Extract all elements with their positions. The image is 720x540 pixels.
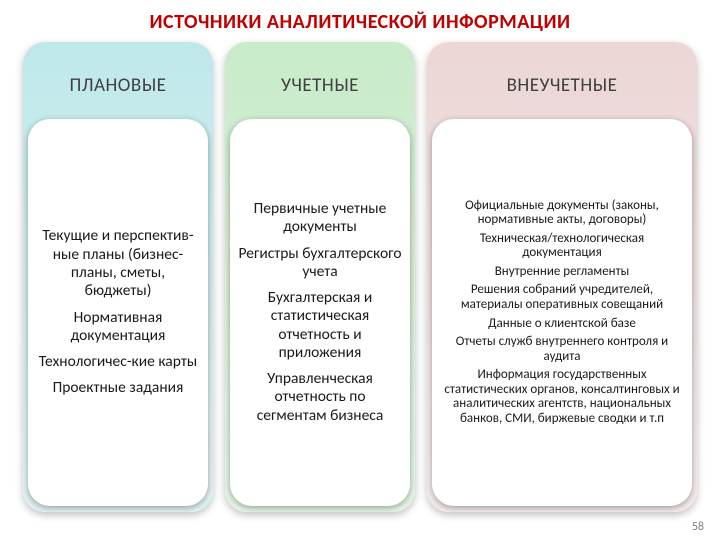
item: Внутренние регламенты	[495, 265, 630, 280]
item: Отчеты служб внутреннего контроля и ауди…	[440, 335, 684, 364]
column-nonaccounting: ВНЕУЧЕТНЫЕ Официальные документы (законы…	[427, 42, 697, 512]
column-body: Официальные документы (законы, нормативн…	[432, 119, 692, 506]
item: Управленческая отчетность по сегментам б…	[238, 370, 402, 425]
item: Информация государственных статистически…	[440, 368, 684, 426]
page-number: 58	[692, 520, 704, 534]
item: Проектные задания	[53, 379, 184, 397]
item: Данные о клиентской базе	[488, 317, 636, 332]
column-heading: УЧЕТНЫЕ	[225, 42, 415, 119]
item: Первичные учетные документы	[238, 200, 402, 237]
item: Официальные документы (законы, нормативн…	[440, 199, 684, 228]
column-heading: ВНЕУЧЕТНЫЕ	[427, 42, 697, 119]
item: Регистры бухгалтерского учета	[238, 245, 402, 282]
item: Нормативная документация	[36, 309, 200, 346]
column-body: Первичные учетные документы Регистры бух…	[230, 119, 410, 506]
item: Технологичес-кие карты	[39, 353, 197, 371]
column-body: Текущие и перспектив-ные планы (бизнес-п…	[28, 119, 208, 506]
column-heading: ПЛАНОВЫЕ	[23, 42, 213, 119]
column-planned: ПЛАНОВЫЕ Текущие и перспектив-ные планы …	[23, 42, 213, 512]
columns-wrap: ПЛАНОВЫЕ Текущие и перспектив-ные планы …	[0, 42, 720, 512]
item: Бухгалтерская и статистическая отчетност…	[238, 289, 402, 362]
item: Техническая/технологическая документация	[440, 232, 684, 261]
column-accounting: УЧЕТНЫЕ Первичные учетные документы Реги…	[225, 42, 415, 512]
item: Решения собраний учредителей, материалы …	[440, 283, 684, 312]
item: Текущие и перспектив-ные планы (бизнес-п…	[36, 227, 200, 300]
page-title: ИСТОЧНИКИ АНАЛИТИЧЕСКОЙ ИНФОРМАЦИИ	[0, 0, 720, 42]
